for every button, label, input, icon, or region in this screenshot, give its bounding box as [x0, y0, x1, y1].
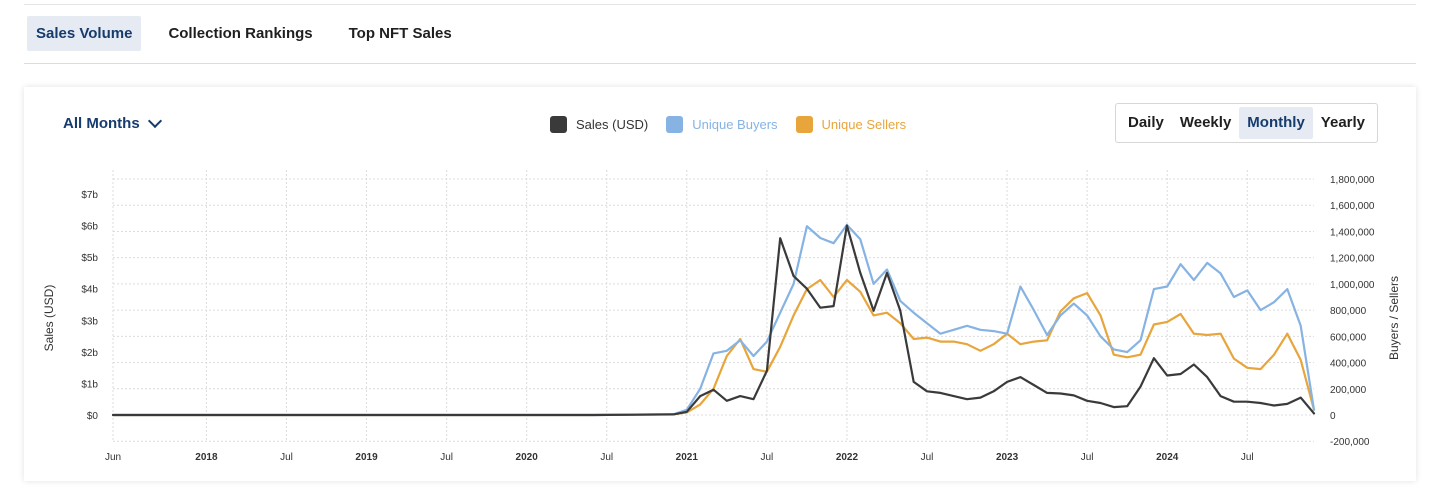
- right-tick-label: 400,000: [1330, 359, 1367, 370]
- x-tick-label: 2020: [516, 452, 539, 463]
- right-tick-label: 1,800,000: [1330, 175, 1375, 186]
- series-line-sales: [111, 224, 1316, 417]
- legend-swatch-buyers: [666, 116, 684, 133]
- period-monthly-button[interactable]: Monthly: [1239, 107, 1313, 139]
- period-yearly-button[interactable]: Yearly: [1320, 114, 1366, 131]
- legend-item-sellers[interactable]: Unique Sellers: [795, 116, 907, 133]
- legend-item-buyers[interactable]: Unique Buyers: [666, 116, 778, 133]
- left-tick-label: $0: [87, 411, 99, 422]
- legend-swatch-sellers: [795, 116, 813, 133]
- x-tick-label: 2024: [1156, 452, 1179, 463]
- left-tick-label: $1b: [81, 379, 98, 390]
- right-tick-label: 600,000: [1330, 332, 1367, 343]
- right-tick-label: 200,000: [1330, 385, 1367, 396]
- left-tick-label: $2b: [81, 348, 98, 359]
- legend-label-sales: Sales (USD): [576, 117, 649, 132]
- tab-bar: Sales Volume Collection Rankings Top NFT…: [27, 16, 479, 51]
- x-tick-label: Jul: [1241, 452, 1254, 463]
- right-tick-label: 1,200,000: [1330, 254, 1375, 265]
- right-axis-title: Buyers / Sellers: [1387, 276, 1401, 360]
- legend-label-buyers: Unique Buyers: [692, 117, 778, 132]
- top-divider: [24, 4, 1416, 5]
- left-tick-label: $5b: [81, 253, 98, 264]
- period-weekly-button[interactable]: Weekly: [1179, 114, 1232, 131]
- tab-sales-volume[interactable]: Sales Volume: [27, 16, 142, 51]
- period-daily-button[interactable]: Daily: [1128, 114, 1164, 131]
- x-tick-label: Jul: [440, 452, 453, 463]
- right-tick-label: 1,600,000: [1330, 201, 1375, 212]
- legend-item-sales[interactable]: Sales (USD): [550, 116, 648, 133]
- right-tick-label: 800,000: [1330, 306, 1367, 317]
- legend-swatch-sales: [550, 116, 567, 133]
- left-tick-label: $7b: [81, 190, 98, 201]
- tab-top-nft-sales[interactable]: Top NFT Sales: [348, 25, 452, 42]
- right-tick-label: -200,000: [1330, 437, 1370, 448]
- x-tick-label: Jul: [760, 452, 773, 463]
- x-tick-label: 2023: [996, 452, 1019, 463]
- legend-label-sellers: Unique Sellers: [821, 117, 907, 132]
- right-tick-label: 1,400,000: [1330, 227, 1375, 238]
- left-axis-title: Sales (USD): [42, 285, 56, 352]
- x-tick-label: Jun: [105, 452, 121, 463]
- left-tick-label: $4b: [81, 285, 98, 296]
- x-tick-label: Jul: [280, 452, 293, 463]
- x-tick-label: 2018: [195, 452, 218, 463]
- x-tick-label: 2021: [676, 452, 699, 463]
- x-tick-label: Jul: [600, 452, 613, 463]
- left-tick-label: $3b: [81, 316, 98, 327]
- period-toggle: Daily Weekly Monthly Yearly: [1115, 103, 1379, 143]
- x-tick-label: Jul: [1081, 452, 1094, 463]
- range-select-label: All Months: [63, 115, 140, 132]
- tabs-divider: [24, 63, 1416, 64]
- right-tick-label: 1,000,000: [1330, 280, 1375, 291]
- series-line-buyers: [111, 223, 1316, 417]
- tab-collection-rankings[interactable]: Collection Rankings: [168, 25, 313, 42]
- chart-legend: Sales (USD) Unique Buyers Unique Sellers: [550, 116, 924, 133]
- x-tick-label: Jul: [921, 452, 934, 463]
- left-tick-label: $6b: [81, 222, 98, 233]
- x-tick-label: 2019: [355, 452, 378, 463]
- x-tick-label: 2022: [836, 452, 859, 463]
- range-select[interactable]: All Months: [63, 113, 162, 132]
- right-tick-label: 0: [1330, 411, 1336, 422]
